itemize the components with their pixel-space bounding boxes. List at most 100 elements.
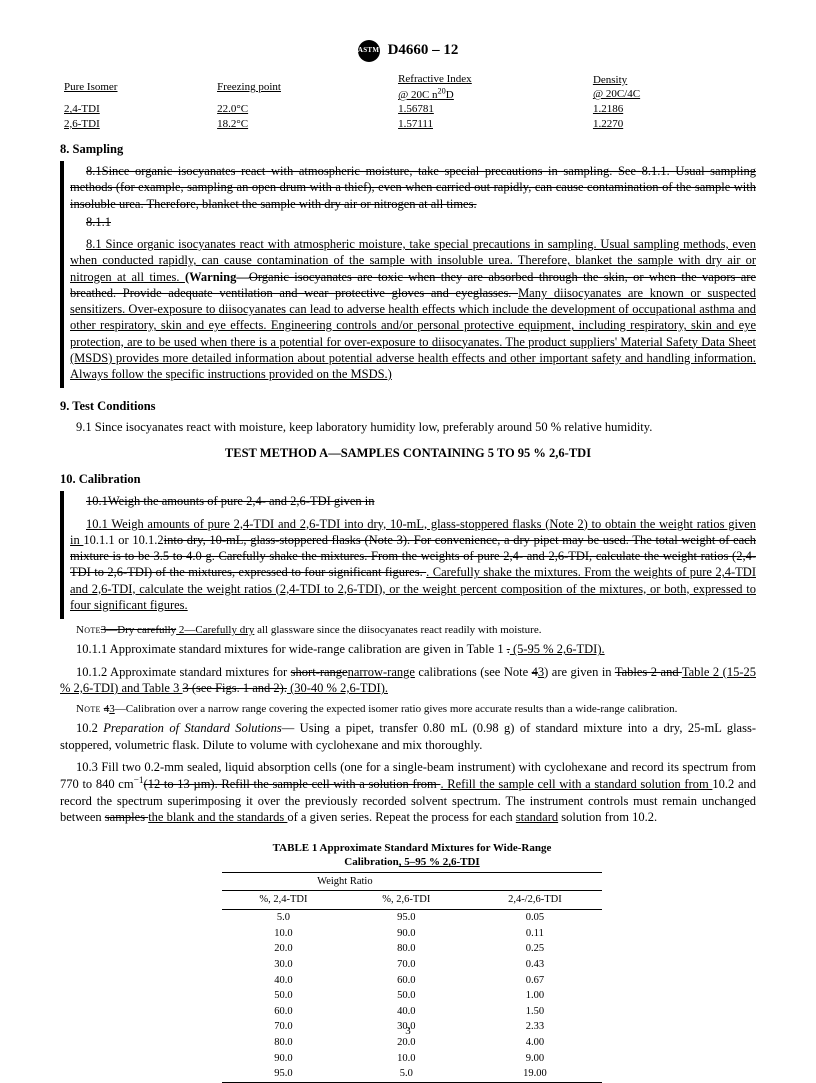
table-cell: 60.0 (345, 973, 468, 989)
s10-1-1: 10.1.1 Approximate standard mixtures for… (60, 641, 756, 657)
table1-title: TABLE 1 Approximate Standard Mixtures fo… (222, 841, 602, 870)
s9-p1: 9.1 Since isocyanates react with moistur… (60, 419, 756, 435)
p12n1: narrow-range (348, 665, 415, 679)
note-3: Note 43—Calibration over a narrow range … (60, 702, 756, 716)
warn-label: (Warning— (185, 270, 249, 284)
table-cell: 0.25 (468, 941, 602, 957)
section-9-title: 9. Test Conditions (60, 398, 756, 414)
p12s3: Tables 2 and (615, 665, 682, 679)
ih2: Freezing point (217, 81, 281, 93)
ir1c1: 2,4-TDI (64, 103, 100, 115)
n2s: 3—Dry carefully (101, 624, 176, 636)
p12a: 10.1.2 Approximate standard mixtures for (76, 665, 291, 679)
table-cell: 95.0 (222, 1066, 345, 1082)
p12s1: short-range (291, 665, 348, 679)
note-2: Note3—Dry carefully 2—Carefully dry all … (60, 623, 756, 637)
s10-3: 10.3 Fill two 0.2-mm sealed, liquid abso… (60, 759, 756, 825)
ir2c3: 1.57111 (398, 118, 433, 130)
t1h2: %, 2,6-TDI (345, 891, 468, 910)
s10-p1: 10.1 Weigh amounts of pure 2,4-TDI and 2… (70, 516, 756, 614)
n2r: all glassware since the diisocyanates re… (254, 624, 541, 636)
standard-number: D4660 – 12 (388, 41, 459, 61)
ir2c4: 1.2270 (593, 118, 623, 130)
table-cell: 30.0 (222, 957, 345, 973)
ih3a: Refractive Index (398, 73, 472, 85)
t1h1: %, 2,4-TDI (222, 891, 345, 910)
p12n3: Table 2 (682, 665, 719, 679)
edit-bar-icon (60, 491, 64, 619)
table1-block: TABLE 1 Approximate Standard Mixtures fo… (60, 833, 756, 1083)
p3s2: samples (105, 810, 148, 824)
ir2c1: 2,6-TDI (64, 118, 100, 130)
ih3c: D (446, 89, 454, 101)
ir1c3: 1.56781 (398, 103, 434, 115)
table-cell: 90.0 (345, 926, 468, 942)
ih4a: Density (593, 74, 627, 86)
ih1: Pure Isomer (64, 81, 117, 93)
edit-bar-icon (60, 161, 64, 388)
t1hs: Weight Ratio (222, 872, 468, 891)
table-cell: 40.0 (345, 1004, 468, 1020)
astm-logo: ASTM (358, 40, 380, 62)
s10p1b: 10.1.1 or 10.1.2 (83, 533, 163, 547)
s10-old: 10.1Weigh the amounts of pure 2,4- and 2… (70, 493, 756, 509)
p3s: (12 to 13 µm). Refill the sample cell wi… (144, 777, 441, 791)
table-cell: 0.05 (468, 909, 602, 925)
t1tb: Calibration (344, 856, 398, 868)
table-cell: 70.0 (345, 957, 468, 973)
p12c: ) are given in (544, 665, 615, 679)
table-cell: 90.0 (222, 1051, 345, 1067)
table-cell: 9.00 (468, 1051, 602, 1067)
table-cell: 50.0 (222, 988, 345, 1004)
table-cell: 80.0 (345, 941, 468, 957)
table-cell: 0.11 (468, 926, 602, 942)
ih4b: @ 20C/4C (593, 88, 640, 100)
p12s4: 3 (see Figs. 1 and 2). (182, 681, 287, 695)
n3l: Note (76, 703, 104, 715)
p12n4: (30-40 % 2,6-TDI). (287, 681, 388, 695)
s8-deleted: 8.1Since organic isocyanates react with … (70, 163, 756, 212)
n2l: Note (76, 624, 101, 636)
p12b: calibrations (see Note (415, 665, 532, 679)
isomer-table: Pure Isomer Freezing point Refractive In… (60, 72, 756, 131)
section-8-title: 8. Sampling (60, 141, 756, 157)
table1: Weight Ratio %, 2,4-TDI %, 2,6-TDI 2,4-/… (222, 872, 602, 1083)
table-cell: 5.0 (222, 909, 345, 925)
t1tn: , 5–95 % 2,6-TDI (399, 856, 480, 868)
section-10-title: 10. Calibration (60, 471, 756, 487)
s10-2: 10.2 Preparation of Standard Solutions— … (60, 720, 756, 753)
page-header: ASTM D4660 – 12 (60, 40, 756, 62)
section-8-block: 8.1Since organic isocyanates react with … (60, 161, 756, 388)
table-cell: 40.0 (222, 973, 345, 989)
s8-deleted-2: 8.1.1 (70, 214, 756, 230)
table-cell: 95.0 (345, 909, 468, 925)
method-a-heading: TEST METHOD A—SAMPLES CONTAINING 5 TO 95… (60, 445, 756, 461)
ir2c2: 18.2°C (217, 118, 248, 130)
table-cell: 0.67 (468, 973, 602, 989)
p11a: 10.1.1 Approximate standard mixtures for… (76, 642, 507, 656)
table-cell: 20.0 (222, 941, 345, 957)
table-cell: 60.0 (222, 1004, 345, 1020)
section-10-block: 10.1Weigh the amounts of pure 2,4- and 2… (60, 491, 756, 619)
t1h3: 2,4-/2,6-TDI (468, 891, 602, 910)
n2n: 2—Carefully dry (176, 624, 254, 636)
ir1c4: 1.2186 (593, 103, 623, 115)
table-cell: 1.00 (468, 988, 602, 1004)
isomer-table-block: Pure Isomer Freezing point Refractive In… (60, 72, 756, 131)
table-cell: 1.50 (468, 1004, 602, 1020)
warn-new: Many diisocyanates are known or suspecte… (70, 286, 756, 381)
p2a: 10.2 (76, 721, 103, 735)
p3n3: standard (516, 810, 558, 824)
table-cell: 19.00 (468, 1066, 602, 1082)
p2em: Preparation of Standard Solutions (103, 721, 282, 735)
p3c: of a given series. Repeat the process fo… (287, 810, 515, 824)
p3d: solution from 10.2. (558, 810, 657, 824)
table-cell: 50.0 (345, 988, 468, 1004)
p3sup: −1 (134, 776, 144, 786)
table-cell: 10.0 (222, 926, 345, 942)
table-cell: 10.0 (345, 1051, 468, 1067)
p3n: . Refill the sample cell with a standard… (440, 777, 712, 791)
ir1c2: 22.0°C (217, 103, 248, 115)
s8-para: 8.1 Since organic isocyanates react with… (70, 236, 756, 382)
table-cell: 0.43 (468, 957, 602, 973)
